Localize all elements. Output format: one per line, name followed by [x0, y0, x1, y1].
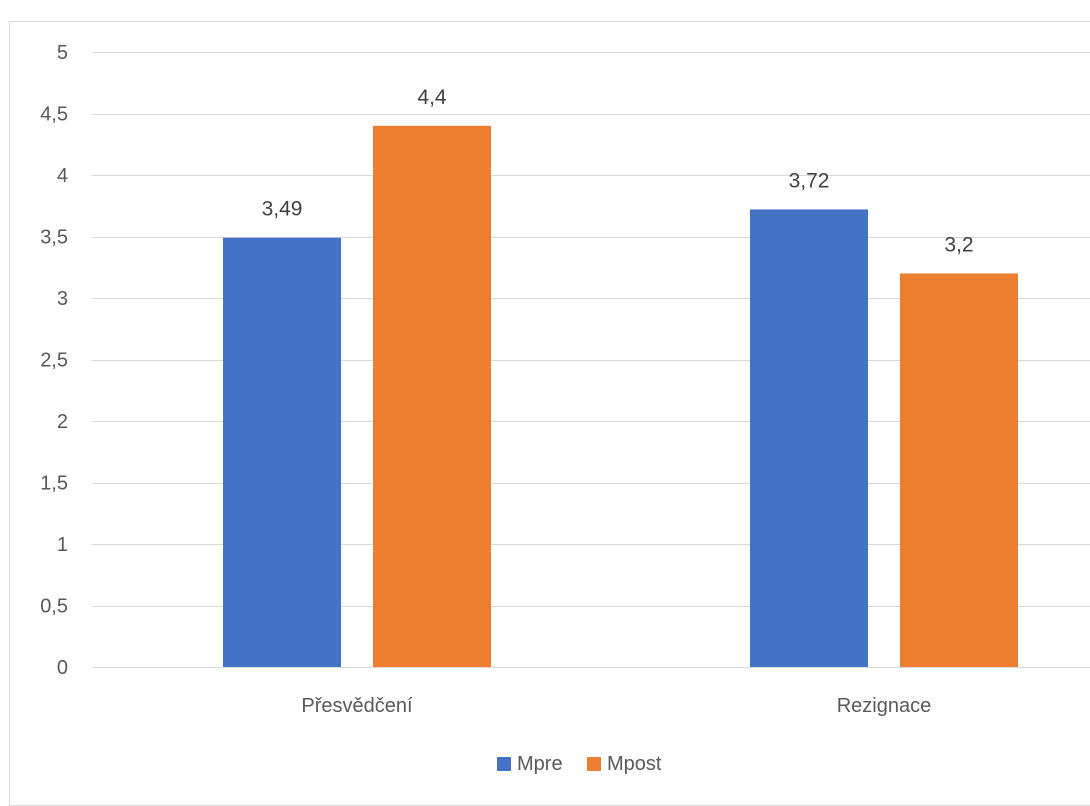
y-tick-label: 4,5 [40, 104, 68, 126]
legend-label-mpost: Mpost [607, 753, 662, 775]
y-tick-label: 0 [57, 657, 68, 679]
bar-mpost-2 [900, 273, 1018, 667]
y-tick-label: 5 [57, 42, 68, 64]
bar-mpost-1 [373, 125, 491, 668]
y-tick-label: 3 [57, 288, 68, 310]
y-tick-label: 4 [57, 165, 68, 187]
data-label: 4,4 [417, 86, 447, 109]
bars [223, 125, 1018, 668]
data-labels: 3,49 4,4 3,72 3,2 [262, 86, 974, 257]
category-label: Rezignace [837, 695, 932, 717]
legend-swatch-mpre [497, 757, 511, 771]
legend: Mpre Mpost [497, 753, 662, 775]
data-label: 3,49 [262, 198, 303, 221]
category-label: Přesvědčení [301, 695, 413, 717]
bar-mpre-2 [750, 209, 868, 667]
data-label: 3,2 [944, 233, 973, 256]
y-tick-label: 1 [57, 534, 68, 556]
data-label: 3,72 [789, 169, 830, 192]
y-axis-tick-labels: 0 0,5 1 1,5 2 2,5 3 3,5 4 4,5 5 [40, 42, 68, 679]
category-labels: Přesvědčení Rezignace [301, 695, 931, 717]
y-tick-label: 3,5 [40, 227, 68, 249]
bar-mpre-1 [223, 237, 341, 668]
y-tick-label: 1,5 [40, 473, 68, 495]
y-tick-label: 2,5 [40, 350, 68, 372]
y-tick-label: 0,5 [40, 596, 68, 618]
legend-swatch-mpost [587, 757, 601, 771]
legend-label-mpre: Mpre [517, 753, 563, 775]
y-tick-label: 2 [57, 411, 68, 433]
